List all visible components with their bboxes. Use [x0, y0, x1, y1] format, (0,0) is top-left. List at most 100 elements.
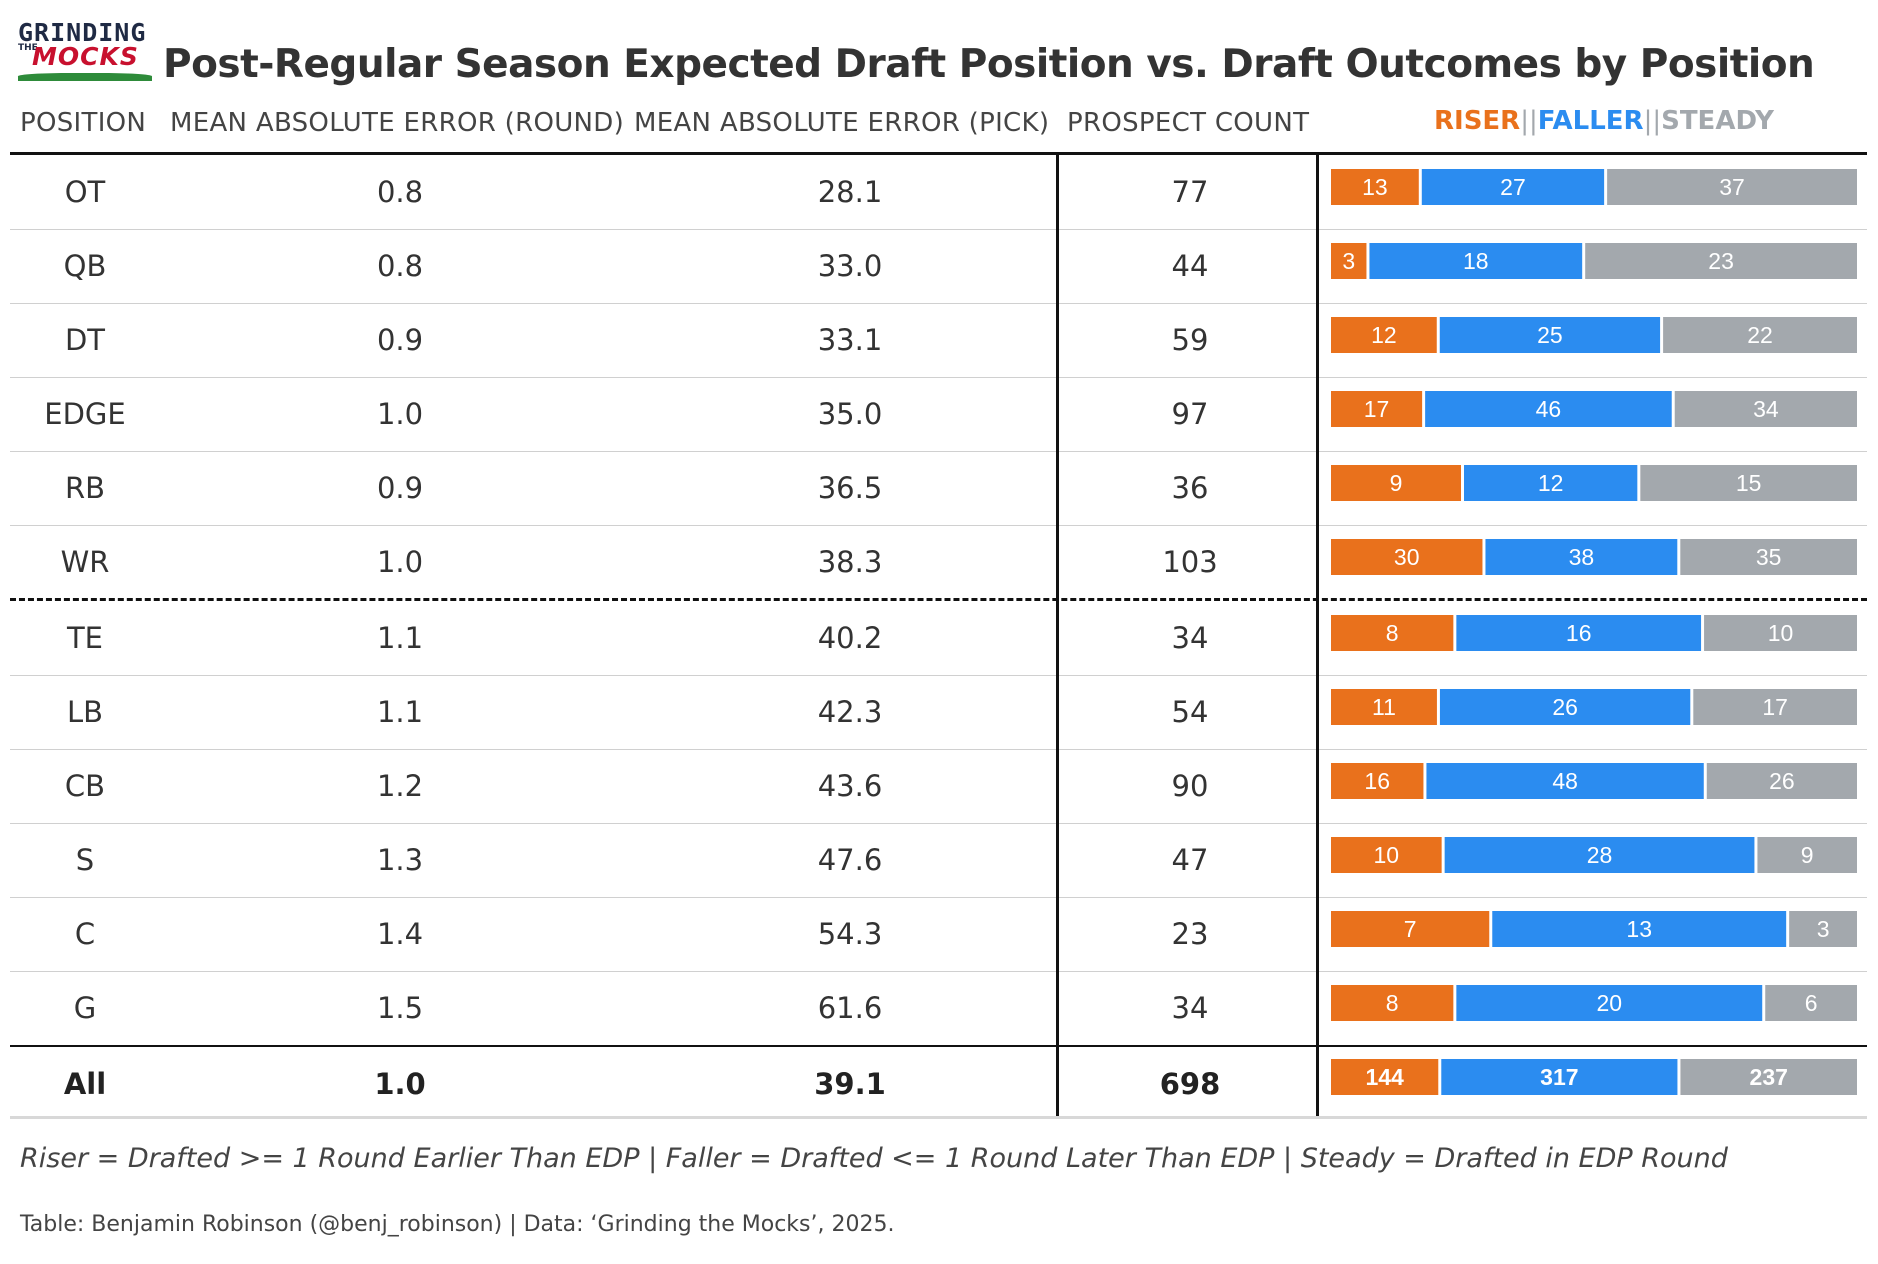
- outcome-stacked-bar: 8 16 10: [1331, 615, 1857, 651]
- cell-mae-round: 1.0: [376, 397, 424, 431]
- cell-mae-pick: 42.3: [817, 695, 883, 729]
- table-row: CB 1.2 43.6 90 16 48 26: [10, 749, 1867, 823]
- group-divider-dashed: [10, 598, 1867, 601]
- outcome-stacked-bar: 17 46 34: [1331, 391, 1857, 427]
- cell-count: 34: [1171, 991, 1209, 1025]
- bar-label-faller: 38: [1569, 544, 1595, 570]
- bar-segment-riser: [1331, 689, 1437, 725]
- cell-position: WR: [60, 545, 110, 579]
- cell-count: 47: [1171, 843, 1209, 877]
- bar-segment-riser: [1331, 837, 1442, 873]
- bar-segment-steady: [1706, 763, 1857, 799]
- cell-mae-round: 0.9: [376, 323, 424, 357]
- table-row: QB 0.8 33.0 44 3 18 23: [10, 229, 1867, 303]
- cell-position: All: [63, 1067, 107, 1101]
- bar-segment-riser: [1331, 763, 1424, 799]
- table-total-row: All 1.0 39.1 698 144 317 237: [10, 1047, 1867, 1121]
- bar-segment-faller: [1439, 317, 1661, 353]
- cell-count: 23: [1171, 917, 1209, 951]
- bar-label-faller: 16: [1566, 620, 1592, 646]
- cell-count: 97: [1171, 397, 1209, 431]
- bar-label-steady: 22: [1747, 322, 1773, 348]
- cell-mae-round: 0.9: [376, 471, 424, 505]
- cell-position: OT: [64, 175, 106, 209]
- bar-segment-faller: [1464, 465, 1638, 501]
- bar-label-faller: 48: [1552, 768, 1578, 794]
- bar-label-faller: 20: [1596, 990, 1622, 1016]
- bar-label-faller: 12: [1538, 470, 1564, 496]
- bar-segment-riser: [1331, 169, 1419, 205]
- bar-segment-faller: [1456, 985, 1763, 1021]
- header: GRINDING THE MOCKS Post-Regular Season E…: [18, 18, 1858, 88]
- bar-label-faller: 28: [1587, 842, 1613, 868]
- row-rule: [10, 451, 1867, 452]
- bar-segment-faller: [1421, 169, 1605, 205]
- cell-mae-pick: 33.0: [817, 249, 883, 283]
- cell-mae-pick: 43.6: [817, 769, 883, 803]
- total-divider-rule: [10, 1045, 1867, 1047]
- header-position: POSITION: [20, 108, 147, 138]
- cell-count: 36: [1171, 471, 1209, 505]
- bar-segment-steady: [1757, 837, 1857, 873]
- logo-line1: GRINDING: [18, 18, 147, 47]
- bar-segment-faller: [1485, 539, 1678, 575]
- bar-segment-steady: [1640, 465, 1857, 501]
- cell-count: 77: [1171, 175, 1209, 209]
- bar-segment-steady: [1663, 317, 1857, 353]
- bar-label-steady: 10: [1768, 620, 1794, 646]
- bar-segment-faller: [1369, 243, 1583, 279]
- bar-label-riser: 11: [1372, 694, 1396, 720]
- bar-label-faller: 317: [1540, 1064, 1578, 1090]
- bar-label-riser: 30: [1394, 544, 1420, 570]
- column-divider: [1056, 152, 1059, 1116]
- cell-mae-pick: 33.1: [817, 323, 883, 357]
- cell-mae-pick: 35.0: [817, 397, 883, 431]
- bar-segment-faller: [1426, 763, 1704, 799]
- table-row: S 1.3 47.6 47 10 28 9: [10, 823, 1867, 897]
- cell-mae-pick: 54.3: [817, 917, 883, 951]
- bar-segment-faller: [1456, 615, 1702, 651]
- chart-title: Post-Regular Season Expected Draft Posit…: [163, 42, 1815, 87]
- table-row: RB 0.9 36.5 36 9 12 15: [10, 451, 1867, 525]
- cell-count: 59: [1171, 323, 1209, 357]
- header-prospect-count: PROSPECT COUNT: [1067, 108, 1310, 138]
- cell-mae-round: 1.0: [376, 545, 424, 579]
- table-row: EDGE 1.0 35.0 97 17 46 34: [10, 377, 1867, 451]
- outcome-stacked-bar: 144 317 237: [1331, 1059, 1857, 1095]
- legend: RISER||FALLER||STEADY: [1434, 106, 1774, 136]
- logo-line2: THE: [18, 43, 38, 53]
- cell-position: S: [75, 843, 95, 877]
- outcome-stacked-bar: 10 28 9: [1331, 837, 1857, 873]
- bar-segment-riser: [1331, 391, 1423, 427]
- cell-mae-pick: 61.6: [817, 991, 883, 1025]
- outcome-stacked-bar: 13 27 37: [1331, 169, 1857, 205]
- legend-steady: STEADY: [1661, 106, 1774, 136]
- bar-segment-faller: [1441, 1059, 1678, 1095]
- legend-riser: RISER: [1434, 106, 1521, 136]
- outcome-stacked-bar: 7 13 3: [1331, 911, 1857, 947]
- bar-label-steady: 35: [1756, 544, 1782, 570]
- grinding-the-mocks-logo: GRINDING THE MOCKS: [18, 18, 153, 82]
- cell-position: TE: [66, 621, 104, 655]
- bar-label-riser: 17: [1364, 396, 1390, 422]
- bar-label-steady: 237: [1750, 1064, 1788, 1090]
- bar-segment-riser: [1331, 539, 1483, 575]
- bar-label-faller: 13: [1626, 916, 1652, 942]
- row-rule: [10, 377, 1867, 378]
- cell-count: 54: [1171, 695, 1209, 729]
- bar-segment-riser: [1331, 615, 1454, 651]
- cell-mae-pick: 40.2: [817, 621, 883, 655]
- legend-faller: FALLER: [1537, 106, 1644, 136]
- bar-label-riser: 10: [1374, 842, 1400, 868]
- bar-segment-riser: [1331, 465, 1461, 501]
- cell-position: EDGE: [44, 397, 126, 431]
- bar-segment-faller: [1444, 837, 1755, 873]
- footnote: Riser = Drafted >= 1 Round Earlier Than …: [20, 1143, 1728, 1174]
- bar-label-riser: 13: [1362, 174, 1388, 200]
- bar-label-riser: 8: [1386, 620, 1399, 646]
- bar-label-faller: 18: [1463, 248, 1489, 274]
- column-divider: [1316, 152, 1319, 1116]
- cell-mae-round: 1.1: [376, 695, 424, 729]
- table-row: WR 1.0 38.3 103 30 38 35: [10, 525, 1867, 599]
- bar-segment-faller: [1439, 689, 1691, 725]
